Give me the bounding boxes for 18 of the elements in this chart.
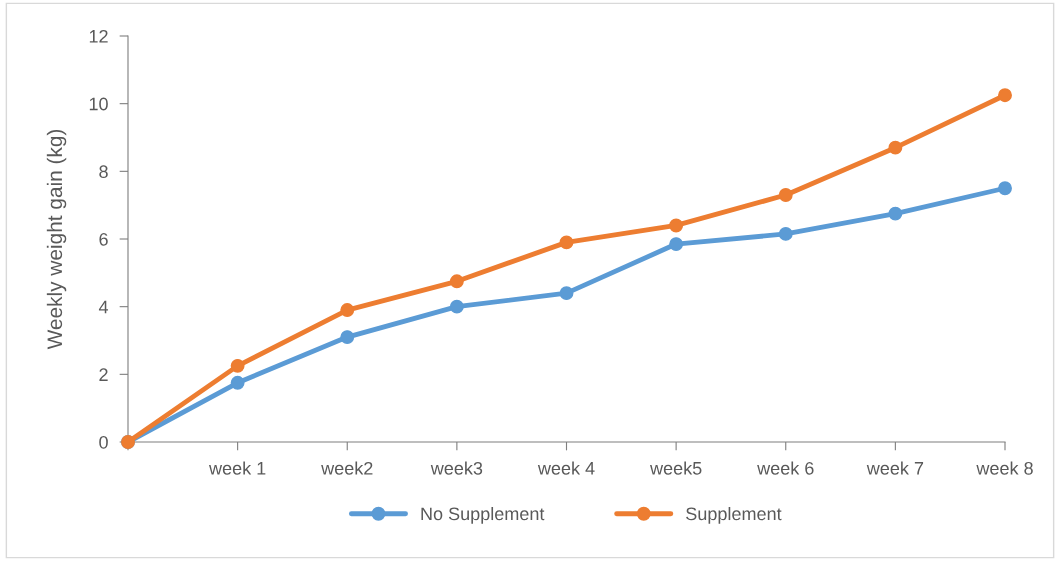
x-tick-label: week2: [321, 461, 373, 475]
legend-label: Supplement: [686, 506, 782, 524]
legend-label: No Supplement: [421, 506, 545, 524]
x-tick-label: week 6: [757, 461, 814, 475]
y-tick-label: 10: [89, 97, 108, 111]
y-tick-label: 4: [98, 300, 109, 314]
x-tick-label: week 1: [209, 461, 266, 475]
x-tick-label: week 7: [866, 461, 924, 475]
x-tick-label: week3: [430, 461, 483, 475]
x-tick-label: week 8: [976, 461, 1033, 475]
y-tick-label: 6: [99, 232, 108, 246]
y-tick-label: 0: [99, 435, 108, 449]
x-tick-label: week5: [650, 461, 702, 475]
x-tick-label: week 4: [537, 461, 595, 475]
y-tick-label: 8: [99, 165, 108, 179]
y-tick-label: 12: [89, 29, 108, 43]
y-tick-label: 2: [99, 368, 108, 381]
y-axis-title: Weekly weight gain (kg): [46, 129, 67, 350]
